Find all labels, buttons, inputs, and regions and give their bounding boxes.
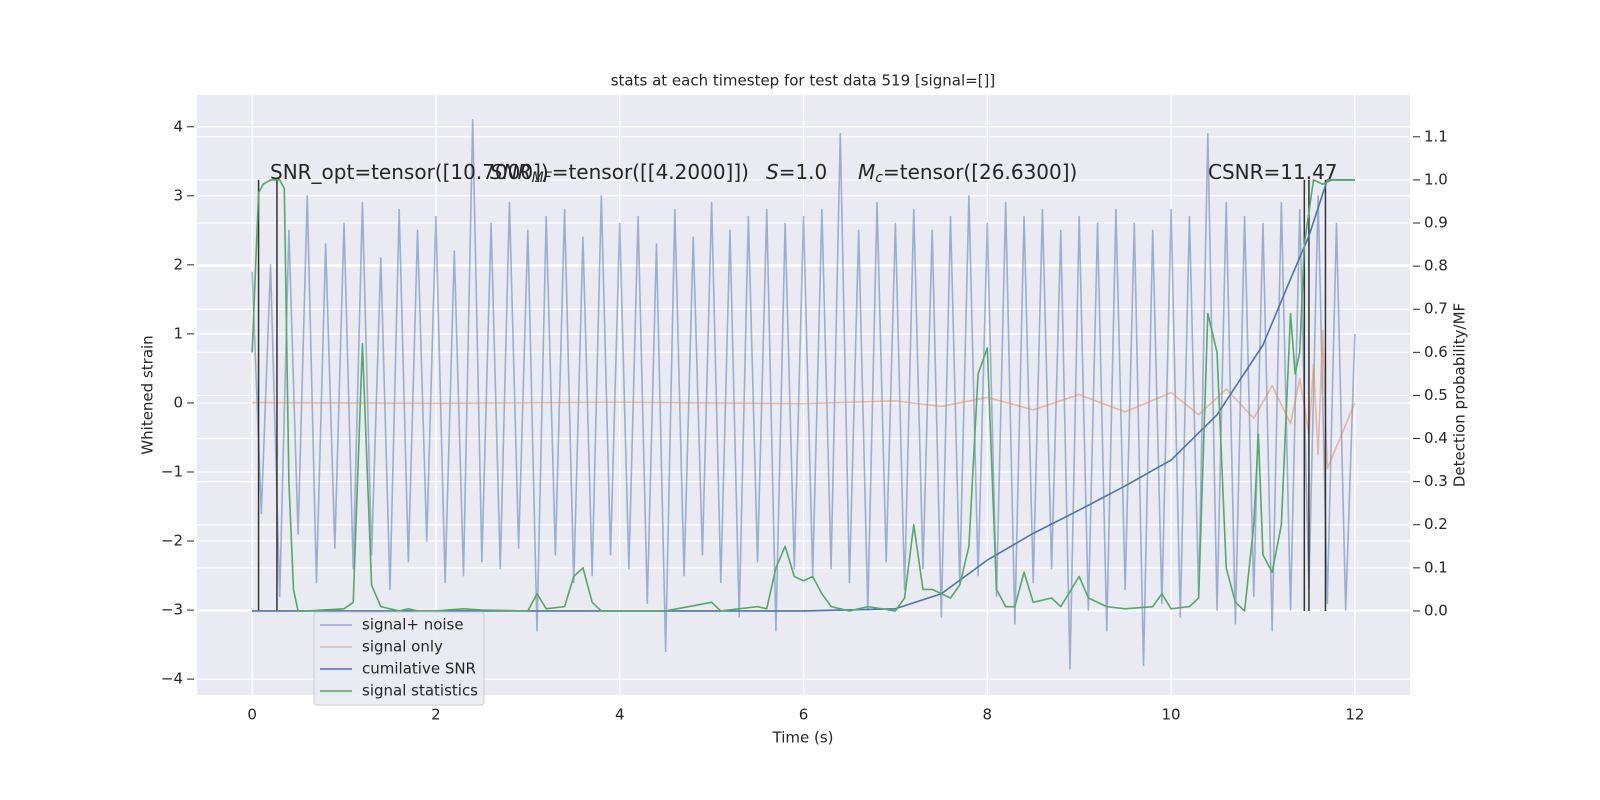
- y2-tick-label: 0.9: [1424, 214, 1448, 232]
- annotation-text: CSNR=11.47: [1208, 160, 1338, 184]
- y2-tick-label: 0.7: [1424, 300, 1448, 318]
- y-tick-label: −3: [161, 601, 183, 619]
- x-tick-label: 8: [983, 706, 993, 724]
- y2-tick-label: 0.0: [1424, 601, 1448, 619]
- y2-tick-label: 0.8: [1424, 257, 1448, 275]
- y-tick-label: 4: [173, 117, 183, 135]
- annotation-text: =1.0: [779, 160, 828, 184]
- x-tick-label: 0: [247, 706, 257, 724]
- annotation-text: =tensor([[4.2000]]): [552, 160, 749, 184]
- y2-tick-label: 1.1: [1424, 127, 1448, 145]
- chart-title: stats at each timestep for test data 519…: [611, 72, 996, 90]
- annotation-text: SNR_opt=tensor([10.7000]): [270, 160, 549, 184]
- annotation-text: =tensor([26.6300]): [883, 160, 1077, 184]
- legend-label: signal statistics: [362, 682, 478, 700]
- annotation-subscript: MF: [532, 170, 553, 186]
- series-line: [251, 179, 1355, 612]
- annotation-symbol: SNR: [490, 160, 532, 184]
- y-tick-label: −2: [161, 532, 183, 550]
- x-tick-label: 12: [1345, 706, 1364, 724]
- y2-tick-label: 0.4: [1424, 429, 1448, 447]
- legend-box: [313, 611, 485, 706]
- y2-tick-label: 0.2: [1424, 515, 1448, 533]
- x-tick-label: 4: [615, 706, 625, 724]
- y-tick-label: −4: [161, 670, 183, 688]
- series-line: [251, 119, 1356, 670]
- x-tick-label: 6: [799, 706, 809, 724]
- y-tick-label: 0: [173, 393, 183, 411]
- annotation-subscript: c: [875, 170, 883, 186]
- y2-tick-label: 0.6: [1424, 343, 1448, 361]
- annotation: Mc=tensor([26.6300]): [858, 160, 1077, 187]
- annotation-symbol: M: [858, 160, 875, 184]
- annotation-symbol: S: [766, 160, 779, 184]
- annotation: SNR_opt=tensor([10.7000]): [270, 160, 549, 184]
- annotation: SNRMF=tensor([[4.2000]]): [490, 160, 749, 187]
- annotation: S=1.0: [766, 160, 827, 184]
- y-tick-label: 2: [173, 255, 183, 273]
- y-tick-label: 3: [173, 186, 183, 204]
- y2-axis-label: Detection probability/MF: [1451, 303, 1469, 487]
- x-tick-label: 2: [431, 706, 441, 724]
- x-axis-label: Time (s): [772, 729, 834, 747]
- y-tick-label: 1: [173, 324, 183, 342]
- y2-tick-label: 1.0: [1424, 170, 1448, 188]
- x-tick-label: 10: [1162, 706, 1181, 724]
- legend-label: signal only: [362, 638, 443, 656]
- y2-tick-label: 0.5: [1424, 386, 1448, 404]
- series-line: [252, 329, 1356, 470]
- y2-tick-label: 0.3: [1424, 472, 1448, 490]
- y-tick-label: −1: [161, 462, 183, 480]
- y2-tick-label: 0.1: [1424, 558, 1448, 576]
- annotation: CSNR=11.47: [1208, 160, 1338, 184]
- legend-label: cumilative SNR: [362, 660, 476, 678]
- y-axis-label: Whitened strain: [139, 335, 157, 454]
- legend-label: signal+ noise: [362, 616, 464, 634]
- series-line: [252, 179, 1355, 612]
